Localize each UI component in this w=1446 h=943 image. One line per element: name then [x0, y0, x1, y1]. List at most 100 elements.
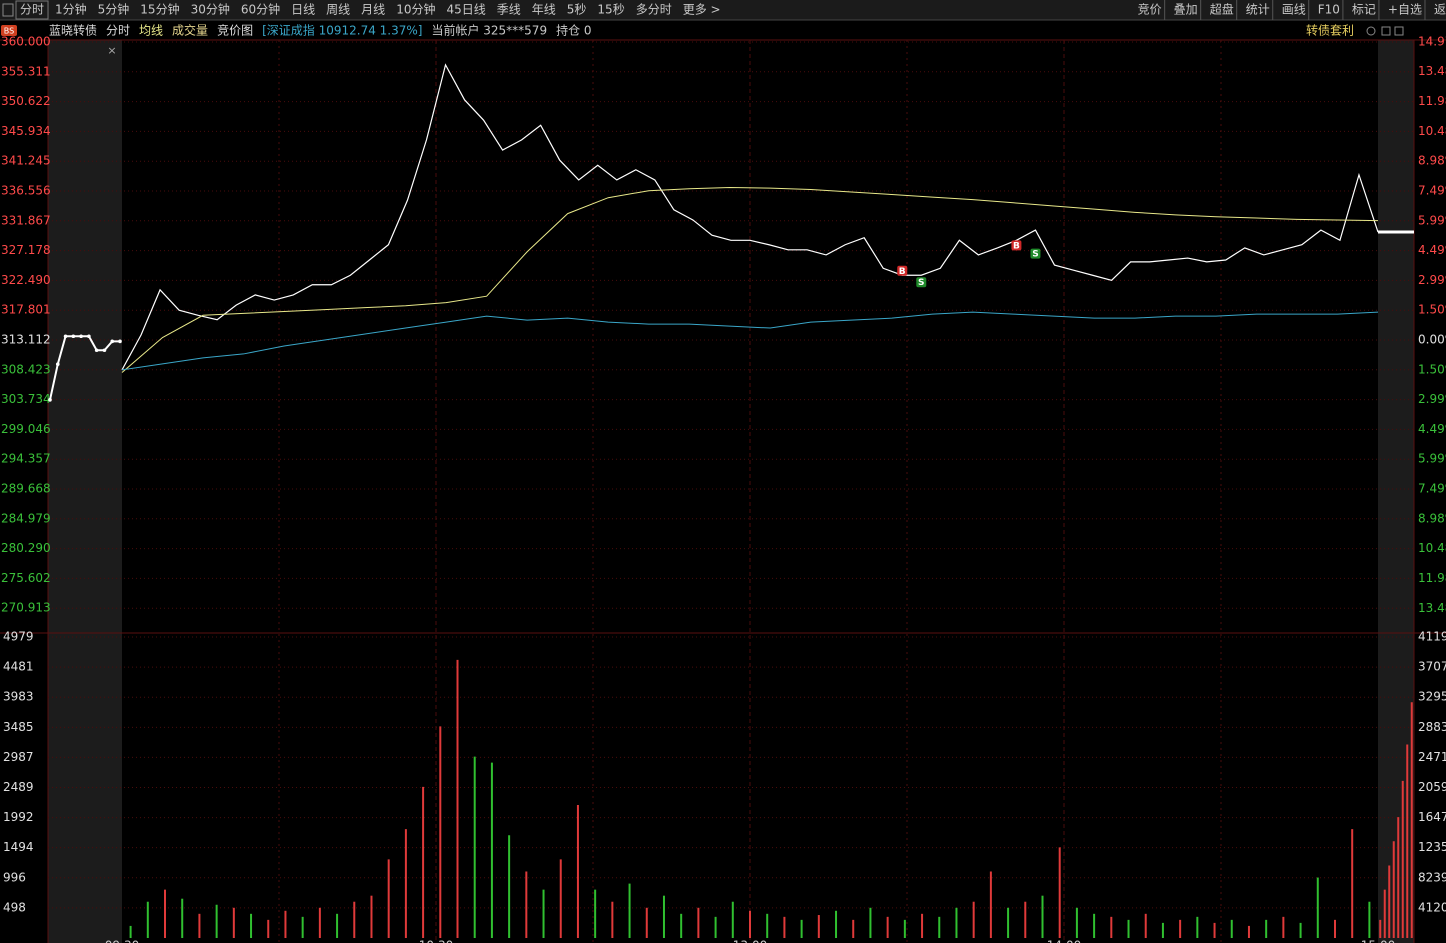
pct-tick-label: 7.49%	[1418, 482, 1446, 496]
tool-button[interactable]: 画线	[1282, 3, 1306, 17]
auction-dot	[71, 334, 76, 339]
auction-dot	[48, 398, 52, 402]
info-item: 蓝晓转债	[49, 23, 97, 38]
trade-marker	[1030, 248, 1041, 259]
info-item[interactable]: 成交量	[172, 23, 208, 38]
trade-marker-label: B	[1013, 241, 1020, 251]
time-label: 10:30	[419, 939, 454, 943]
postclose-shade	[1378, 40, 1414, 943]
panel-icon	[1394, 26, 1404, 36]
price-tick-label: 336.556	[1, 183, 51, 197]
bs-badge-bg	[1, 25, 17, 36]
tool-button[interactable]: 返	[1434, 3, 1446, 17]
period-tab[interactable]: 45日线	[446, 3, 485, 17]
period-tab[interactable]: 月线	[361, 3, 385, 17]
time-label: 14:00	[1047, 939, 1082, 943]
pct-tick-label: 4.49%	[1418, 243, 1446, 257]
period-tab[interactable]: 季线	[497, 3, 521, 17]
period-tab[interactable]: 更多 >	[683, 3, 721, 17]
time-label: 09:30	[105, 939, 140, 943]
price-tick-label: 308.423	[1, 362, 51, 376]
close-button[interactable]: ×	[107, 44, 116, 57]
tool-button[interactable]: 标记	[1352, 3, 1376, 17]
pct-tick-label: 5.99%	[1418, 213, 1446, 227]
price-tick-label: 289.668	[1, 481, 51, 495]
volume-right-label: 2883	[1418, 720, 1446, 734]
period-tab[interactable]: 1分钟	[55, 2, 87, 17]
arbitrage-link[interactable]: 转债套利	[1306, 23, 1354, 38]
info-item[interactable]: 分时	[106, 24, 130, 38]
trade-marker-label: B	[899, 267, 906, 277]
panel-icon	[1381, 26, 1391, 36]
bs-badge: BS	[4, 27, 14, 36]
info-item: 当前帐户 325***579	[431, 23, 547, 38]
auction-dot	[87, 334, 91, 339]
price-tick-label: 294.357	[1, 452, 51, 466]
toolbar-bg	[0, 0, 1446, 20]
volume-tick-label: 3983	[3, 690, 34, 704]
tool-button[interactable]: +自选	[1388, 3, 1422, 17]
period-tab[interactable]: 15秒	[597, 3, 624, 17]
price-tick-label: 350.622	[1, 94, 51, 108]
pct-tick-label: 13.48%	[1418, 601, 1446, 615]
volume-tick-label: 2987	[3, 750, 34, 764]
period-tab[interactable]: 15分钟	[140, 2, 179, 17]
period-tab[interactable]: 日线	[291, 3, 315, 17]
toolbar-icon	[2, 3, 14, 17]
period-tab[interactable]: 30分钟	[191, 2, 230, 17]
auction-dot	[94, 348, 99, 353]
price-tick-label: 360.000	[1, 35, 51, 49]
tool-button[interactable]: 竞价	[1138, 3, 1162, 17]
info-item: 持仓 0	[556, 23, 591, 38]
panel-icon	[1366, 26, 1376, 36]
period-tab[interactable]: 5分钟	[98, 2, 130, 17]
price-tick-label: 355.311	[1, 64, 51, 78]
pct-tick-label: 11.98%	[1418, 94, 1446, 108]
pct-tick-label: 5.99%	[1418, 452, 1446, 466]
volume-tick-label: 1992	[3, 810, 34, 824]
period-tab[interactable]: 10分钟	[396, 2, 435, 17]
tool-button[interactable]: 叠加	[1174, 3, 1198, 17]
volume-tick-label: 996	[3, 870, 26, 884]
period-tab[interactable]: 分时	[20, 3, 44, 17]
volume-right-label: 3707	[1418, 660, 1446, 674]
tool-button[interactable]: 统计	[1246, 3, 1270, 17]
period-tab[interactable]: 多分时	[636, 3, 672, 17]
period-tab[interactable]: 5秒	[567, 3, 587, 17]
time-label: 13:00	[733, 939, 768, 943]
auction-dot	[79, 334, 83, 339]
volume-right-label: 2059	[1418, 780, 1446, 794]
pct-tick-label: 2.99%	[1418, 392, 1446, 406]
volume-right-label: 1235	[1418, 840, 1446, 854]
price-tick-label: 345.934	[1, 124, 51, 138]
pct-tick-label: 4.49%	[1418, 422, 1446, 436]
trade-marker-label: S	[918, 278, 924, 288]
trade-marker	[897, 265, 908, 276]
info-item[interactable]: 均线	[139, 24, 163, 38]
trade-marker	[916, 277, 927, 288]
pct-tick-label: 1.50%	[1418, 362, 1446, 376]
tool-button[interactable]: 超盘	[1210, 2, 1234, 17]
price-line	[121, 187, 1379, 373]
price-tick-label: 270.913	[1, 601, 51, 615]
period-tab[interactable]: 周线	[326, 3, 350, 17]
volume-right-label: 4120	[1418, 900, 1446, 914]
auction-dot	[118, 339, 122, 344]
tool-button[interactable]: F10	[1318, 3, 1340, 17]
pct-tick-label: 1.50%	[1418, 303, 1446, 317]
volume-tick-label: 4979	[3, 630, 34, 644]
period-tab[interactable]: 年线	[532, 3, 556, 17]
volume-right-label: 1647	[1418, 810, 1446, 824]
pct-tick-label: 10.48%	[1418, 541, 1446, 555]
volume-right-label: 3295	[1418, 690, 1446, 704]
price-tick-label: 275.602	[1, 571, 51, 585]
price-tick-label: 331.867	[1, 213, 51, 227]
period-tab[interactable]: 60分钟	[241, 2, 280, 17]
price-tick-label: 341.245	[1, 154, 51, 168]
pct-tick-label: 2.99%	[1418, 273, 1446, 287]
info-item[interactable]: 竞价图	[217, 24, 253, 38]
auction-dot	[63, 334, 68, 339]
price-tick-label: 284.979	[1, 511, 51, 525]
price-tick-label: 322.490	[1, 273, 51, 287]
